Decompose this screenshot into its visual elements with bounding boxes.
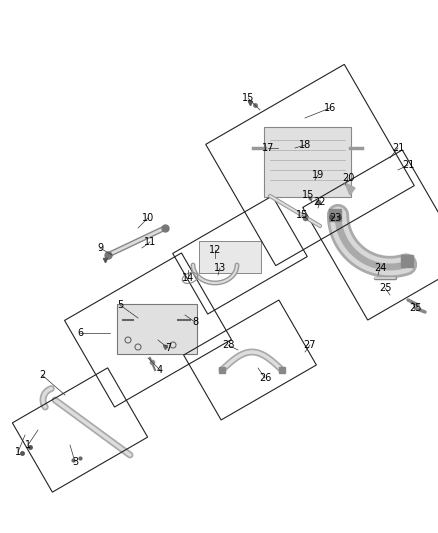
- Text: 15: 15: [302, 190, 314, 200]
- Text: 27: 27: [304, 340, 316, 350]
- Text: 4: 4: [157, 365, 163, 375]
- Text: 25: 25: [409, 303, 421, 313]
- Polygon shape: [345, 183, 355, 195]
- Text: 26: 26: [259, 373, 271, 383]
- Text: 15: 15: [242, 93, 254, 103]
- FancyBboxPatch shape: [199, 241, 261, 273]
- Text: 9: 9: [97, 243, 103, 253]
- Text: 6: 6: [77, 328, 83, 338]
- Text: 18: 18: [299, 140, 311, 150]
- Text: 17: 17: [262, 143, 274, 153]
- Text: 24: 24: [374, 263, 386, 273]
- Text: 7: 7: [165, 343, 171, 353]
- Text: 2: 2: [39, 370, 45, 380]
- Text: 13: 13: [214, 263, 226, 273]
- Text: 23: 23: [329, 213, 341, 223]
- Text: 25: 25: [379, 283, 391, 293]
- Text: 16: 16: [324, 103, 336, 113]
- Text: 15: 15: [296, 210, 308, 220]
- Text: 10: 10: [142, 213, 154, 223]
- Text: 12: 12: [209, 245, 221, 255]
- Text: 21: 21: [402, 160, 414, 170]
- Text: 28: 28: [222, 340, 234, 350]
- Text: 21: 21: [392, 143, 404, 153]
- Text: 1: 1: [25, 440, 31, 450]
- Text: 8: 8: [192, 317, 198, 327]
- Text: 5: 5: [117, 300, 123, 310]
- Text: 1: 1: [15, 447, 21, 457]
- Text: 22: 22: [314, 197, 326, 207]
- FancyBboxPatch shape: [117, 304, 197, 354]
- FancyBboxPatch shape: [264, 127, 351, 197]
- Text: 14: 14: [182, 273, 194, 283]
- Text: 19: 19: [312, 170, 324, 180]
- Text: 11: 11: [144, 237, 156, 247]
- Text: 20: 20: [342, 173, 354, 183]
- Text: 3: 3: [72, 457, 78, 467]
